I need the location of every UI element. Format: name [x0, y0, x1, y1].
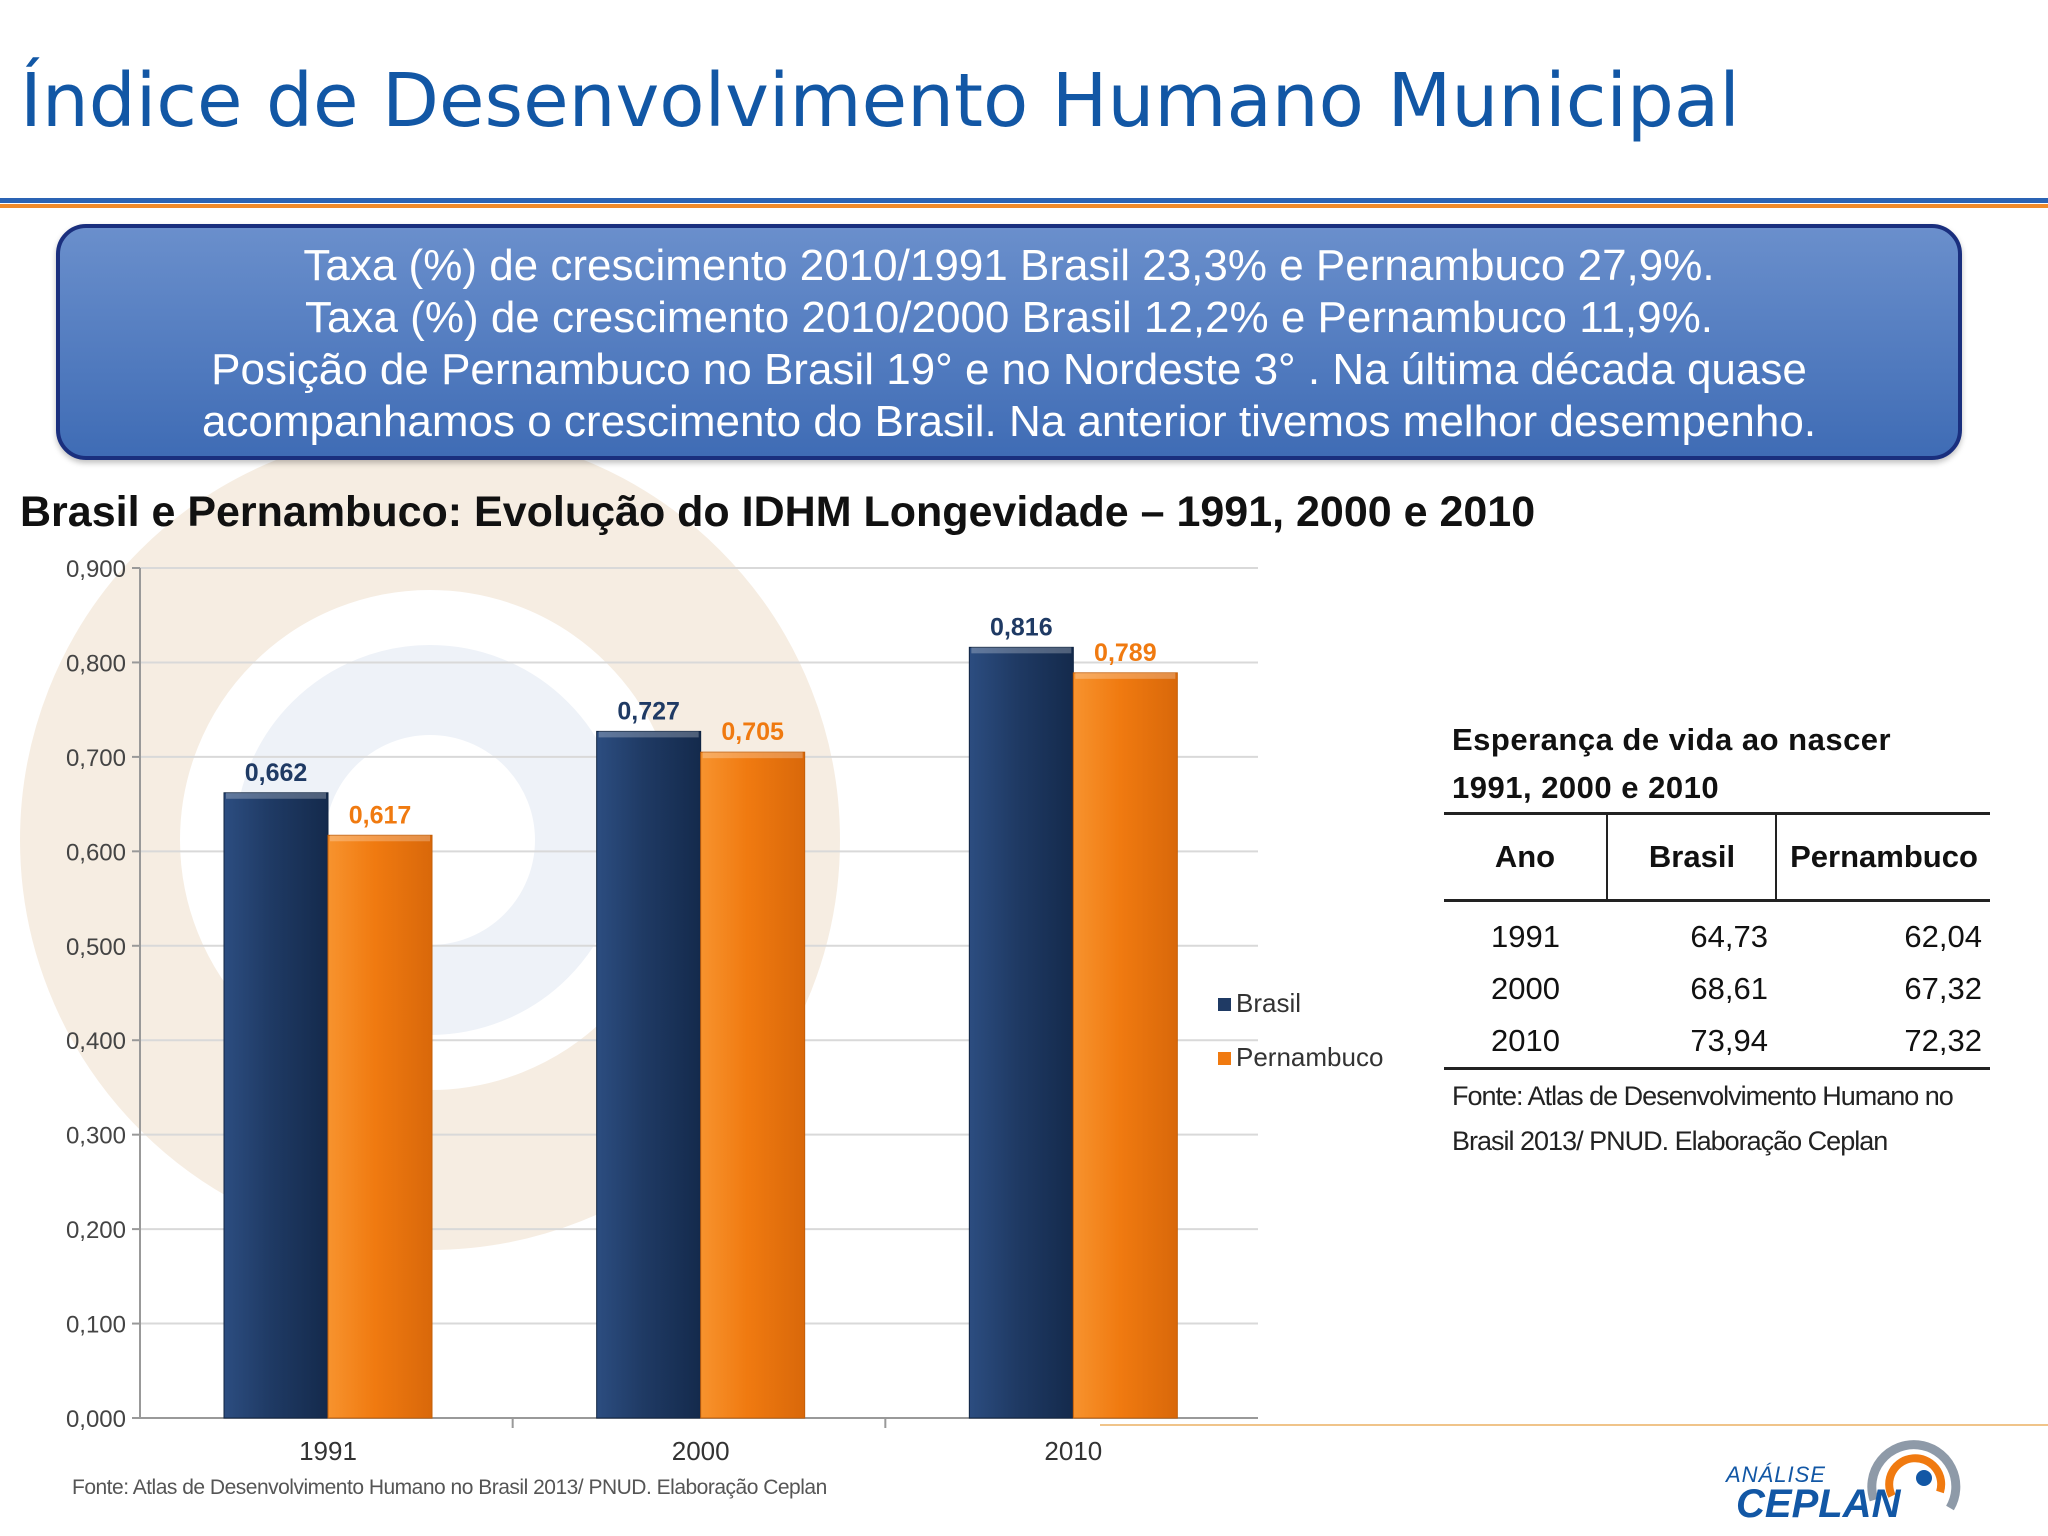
table-row: 2010 73,94 72,32: [1444, 1015, 1990, 1070]
y-tick-label: 0,200: [66, 1217, 126, 1244]
cell-brasil: 73,94: [1607, 1015, 1776, 1070]
callout-line: Taxa (%) de crescimento 2010/2000 Brasil…: [305, 293, 1713, 342]
cell-ano: 2000: [1491, 971, 1560, 1006]
chart-heading: Brasil e Pernambuco: Evolução do IDHM Lo…: [20, 488, 1536, 536]
legend-label: Pernambuco: [1236, 1042, 1383, 1072]
y-tick-label: 0,600: [66, 839, 126, 866]
table-caption-line: 1991, 2000 e 2010: [1452, 770, 1720, 805]
bar-highlight: [226, 792, 326, 799]
y-tick-label: 0,100: [66, 1312, 126, 1339]
data-label: 0,816: [990, 613, 1053, 641]
data-label: 0,727: [617, 697, 680, 725]
bar-brasil: [596, 730, 702, 1419]
cell-pernambuco: 62,04: [1904, 919, 1982, 954]
bar-highlight: [330, 835, 430, 842]
bar-highlight: [598, 731, 699, 738]
table-source-line: Brasil 2013/ PNUD. Elaboração Ceplan: [1452, 1126, 1888, 1156]
cell-ano: 1991: [1491, 919, 1560, 954]
table-source-note: Fonte: Atlas de Desenvolvimento Humano n…: [1444, 1074, 1990, 1164]
page-title: Índice de Desenvolvimento Humano Municip…: [20, 58, 1740, 144]
ceplan-logo-swirl-icon: [1867, 1440, 1961, 1511]
x-tick-label: 2000: [672, 1436, 730, 1466]
y-tick-label: 0,900: [66, 556, 126, 583]
logo-text-ceplan: CEPLAN: [1736, 1482, 1901, 1526]
data-label: 0,662: [245, 759, 308, 787]
data-label: 0,617: [349, 801, 412, 829]
title-divider-blue: [0, 198, 2048, 203]
y-tick-label: 0,300: [66, 1123, 126, 1150]
legend-swatch-pernambuco: [1218, 1052, 1231, 1065]
legend-label: Brasil: [1236, 988, 1301, 1018]
callout-line: acompanhamos o crescimento do Brasil. Na…: [201, 397, 1817, 446]
bar-highlight: [1075, 672, 1176, 679]
cell-pernambuco: 67,32: [1904, 971, 1982, 1006]
bar-brasil: [968, 646, 1074, 1419]
bar-pernambuco: [700, 751, 806, 1419]
callout-line: Taxa (%) de crescimento 2010/1991 Brasil…: [303, 241, 1715, 290]
summary-callout: Taxa (%) de crescimento 2010/1991 Brasil…: [56, 224, 1962, 460]
bar-brasil: [223, 792, 329, 1419]
x-tick-label: 2010: [1044, 1436, 1102, 1466]
header-brasil: Brasil: [1606, 812, 1776, 902]
y-tick-label: 0,000: [66, 1406, 126, 1433]
logo-text-analise: ANÁLISE: [1726, 1462, 1826, 1487]
table-row: 1991 64,73 62,04: [1444, 901, 1990, 964]
bar-pernambuco: [1072, 672, 1178, 1419]
cell-brasil: 64,73: [1690, 919, 1768, 954]
y-tick-label: 0,400: [66, 1028, 126, 1055]
table-caption: Esperança de vida ao nascer 1991, 2000 e…: [1444, 716, 1990, 812]
data-label: 0,789: [1094, 639, 1157, 667]
life-expectancy-table: Ano Brasil Pernambuco 1991 64,73 62,04 2…: [1444, 812, 1990, 1070]
header-pernambuco: Pernambuco: [1775, 812, 1990, 902]
ceplan-logo: ANÁLISE CEPLAN: [1726, 1430, 1976, 1530]
title-divider-orange: [0, 204, 2048, 208]
idhm-bar-chart: 0,000 0,100 0,200 0,300 0,400 0,500 0,600 0,700…: [66, 556, 1383, 1466]
table-caption-line: Esperança de vida ao nascer: [1452, 722, 1892, 757]
legend-swatch-brasil: [1218, 998, 1231, 1011]
table-header-row: Ano Brasil Pernambuco: [1444, 812, 1990, 902]
life-expectancy-table-block: Esperança de vida ao nascer 1991, 2000 e…: [1444, 716, 1990, 1164]
table-row: 2000 68,61 67,32: [1444, 963, 1990, 1015]
bar-highlight: [702, 752, 803, 759]
table-source-line: Fonte: Atlas de Desenvolvimento Humano n…: [1452, 1081, 1954, 1111]
cell-brasil: 68,61: [1690, 971, 1768, 1006]
y-tick-label: 0,500: [66, 934, 126, 961]
data-label: 0,705: [721, 718, 784, 746]
chart-source-note: Fonte: Atlas de Desenvolvimento Humano n…: [72, 1476, 827, 1499]
header-ano: Ano: [1444, 812, 1607, 902]
y-tick-label: 0,700: [66, 745, 126, 772]
cell-pernambuco: 72,32: [1776, 1015, 1990, 1070]
y-tick-label: 0,800: [66, 650, 126, 677]
x-tick-label: 1991: [299, 1436, 357, 1466]
bar-highlight: [971, 647, 1072, 654]
footer-divider: [1100, 1424, 2048, 1426]
bar-pernambuco: [327, 834, 433, 1419]
callout-line: Posição de Pernambuco no Brasil 19° e no…: [211, 345, 1807, 394]
cell-ano: 2010: [1444, 1015, 1607, 1070]
